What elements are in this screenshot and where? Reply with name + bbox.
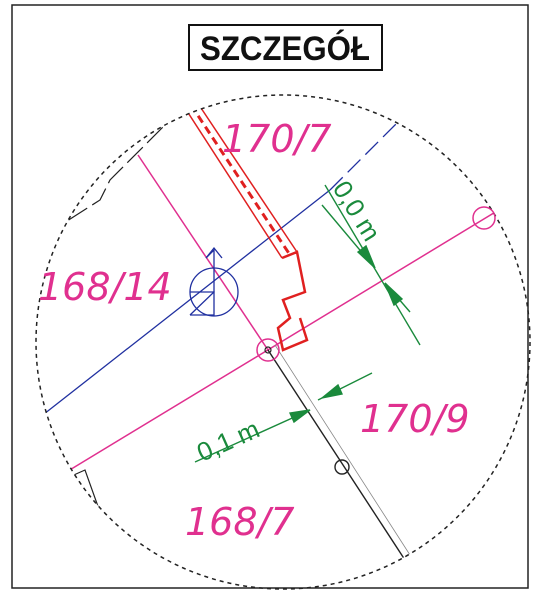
- boundary: [44, 99, 191, 236]
- parcel-line: [39, 184, 530, 489]
- fence-line: [267, 349, 406, 561]
- symbol: [190, 291, 215, 316]
- parcel-line: [137, 154, 269, 351]
- parcel-label: 170/9: [360, 397, 470, 441]
- fence-line: [274, 344, 411, 556]
- utility-line: [36, 189, 331, 426]
- parcel-label: 168/7: [185, 500, 295, 544]
- point: [334, 459, 350, 475]
- dimension-label: 0,0 m: [327, 175, 387, 246]
- dimension: [194, 372, 373, 463]
- dimension: [321, 184, 421, 346]
- detail-circle: [35, 94, 531, 590]
- map-content: [36, 99, 530, 561]
- parcel-label: 168/14: [38, 265, 172, 309]
- dimension-label: 0,1 m: [192, 414, 264, 468]
- symbol: [205, 246, 223, 259]
- wall: [196, 101, 298, 253]
- wall: [184, 107, 283, 259]
- point: [472, 206, 496, 230]
- parcel-label: 170/7: [222, 117, 332, 161]
- point: [264, 346, 272, 354]
- title-box: [188, 24, 383, 71]
- wall-corner: [276, 250, 309, 352]
- building: [39, 469, 111, 541]
- wall: [189, 104, 292, 256]
- point: [256, 338, 280, 362]
- title: SZCZEGÓŁ: [200, 30, 370, 68]
- utility-line: [329, 109, 411, 191]
